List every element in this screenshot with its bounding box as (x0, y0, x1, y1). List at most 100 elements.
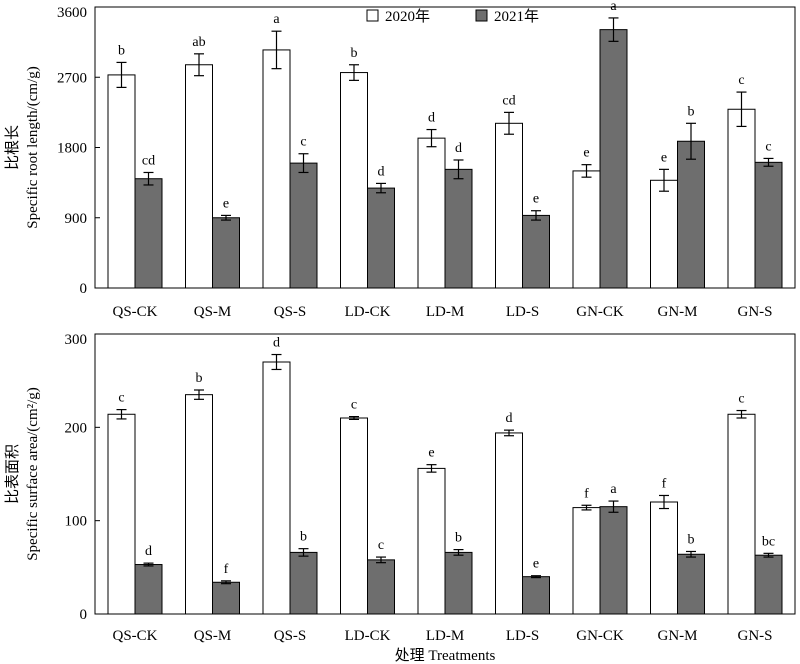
significance-letter: d (455, 141, 462, 156)
bar (185, 64, 213, 289)
y-axis-title-cn: 比根长 (4, 125, 21, 170)
y-tick-label: 3600 (57, 5, 87, 21)
significance-letter: c (300, 135, 306, 150)
significance-letter: f (662, 476, 667, 491)
significance-letter: cd (142, 153, 155, 168)
category-label: LD-S (506, 628, 539, 644)
y-tick-label: 200 (65, 420, 88, 436)
bar (572, 507, 601, 615)
y-tick-label: 900 (65, 211, 88, 227)
bar (107, 74, 136, 289)
category-label: LD-M (426, 304, 464, 320)
significance-letter: b (688, 104, 695, 119)
y-tick-label: 100 (65, 514, 88, 530)
x-axis-title: 处理 Treatments (395, 647, 496, 664)
significance-letter: d (378, 164, 385, 179)
bar (212, 217, 240, 289)
legend-label: 2020年 (385, 8, 430, 25)
category-label: LD-CK (345, 628, 391, 644)
significance-letter: f (584, 486, 589, 501)
bar (522, 576, 550, 615)
significance-letter: c (118, 391, 124, 406)
chart-specific-root-length: 0 900 1800 2700 3600 比根长 Specific root length/… (4, 0, 796, 320)
bar (754, 554, 783, 615)
bar (599, 29, 628, 289)
significance-letter: d (273, 336, 280, 351)
category-label: LD-CK (345, 304, 391, 320)
significance-letter: e (428, 446, 434, 461)
category-label: QS-S (274, 628, 307, 644)
bar (212, 581, 240, 615)
y-tick-label: 300 (65, 332, 88, 348)
bar (107, 413, 136, 615)
bar (134, 178, 163, 289)
significance-letter: c (738, 392, 744, 407)
significance-letter: ab (192, 35, 205, 50)
category-label: QS-CK (112, 628, 157, 644)
significance-letter: d (428, 111, 435, 126)
bar (727, 108, 756, 289)
category-label: LD-S (506, 304, 539, 320)
bar (650, 501, 678, 615)
y-axis-title-en: Specific root length/(cm/g) (25, 66, 41, 228)
bar (599, 506, 628, 615)
significance-letter: cd (502, 93, 515, 108)
bar (727, 413, 756, 615)
y-axis-title-cn: 比表面积 (4, 444, 21, 504)
significance-letter: b (455, 531, 462, 546)
category-label: GN-S (737, 304, 772, 320)
significance-letter: c (351, 398, 357, 413)
category-label: QS-M (194, 628, 232, 644)
significance-letter: e (223, 196, 229, 211)
significance-letter: b (118, 43, 125, 58)
significance-letter: a (610, 482, 617, 497)
y-tick-label: 0 (80, 607, 88, 623)
legend-swatch (475, 9, 488, 22)
significance-letter: b (351, 46, 358, 61)
bar (572, 170, 601, 289)
bar (367, 187, 395, 289)
significance-letter: d (145, 544, 152, 559)
category-label: QS-M (194, 304, 232, 320)
bar (289, 551, 318, 615)
category-label: GN-M (658, 628, 698, 644)
y-tick-label: 0 (80, 281, 88, 297)
significance-letter: b (300, 530, 307, 545)
significance-letter: c (765, 139, 771, 154)
bar (444, 168, 473, 289)
y-tick-label: 1800 (57, 141, 87, 157)
y-axis-title-en: Specific surface area/(cm²/g) (25, 387, 41, 561)
bar (417, 467, 446, 615)
bar (417, 137, 446, 289)
bar (677, 553, 705, 615)
legend: 2020年 2021年 (366, 8, 539, 25)
significance-letter: c (378, 538, 384, 553)
significance-letter: b (196, 371, 203, 386)
significance-letter: c (738, 73, 744, 88)
significance-letter: e (583, 146, 589, 161)
significance-letter: e (533, 192, 539, 207)
bar (340, 72, 368, 289)
category-label: QS-S (274, 304, 307, 320)
category-label: GN-CK (576, 628, 624, 644)
bar (495, 122, 523, 289)
significance-letter: d (506, 411, 513, 426)
significance-letter: b (688, 532, 695, 547)
bar (262, 361, 291, 615)
significance-letter: f (224, 562, 229, 577)
bar (677, 140, 705, 289)
bar (367, 559, 395, 615)
y-tick-label: 2700 (57, 70, 87, 86)
bar (262, 49, 291, 289)
category-label: GN-CK (576, 304, 624, 320)
category-label: GN-M (658, 304, 698, 320)
bar (340, 417, 368, 615)
bar (289, 162, 318, 289)
category-label: LD-M (426, 628, 464, 644)
bar (444, 551, 473, 615)
bar (134, 564, 163, 615)
chart-specific-surface-area: 0 100 200 300 比表面积 Specific surface area/(cm²… (4, 332, 796, 664)
legend-swatch (366, 9, 379, 22)
significance-letter: a (273, 12, 280, 27)
